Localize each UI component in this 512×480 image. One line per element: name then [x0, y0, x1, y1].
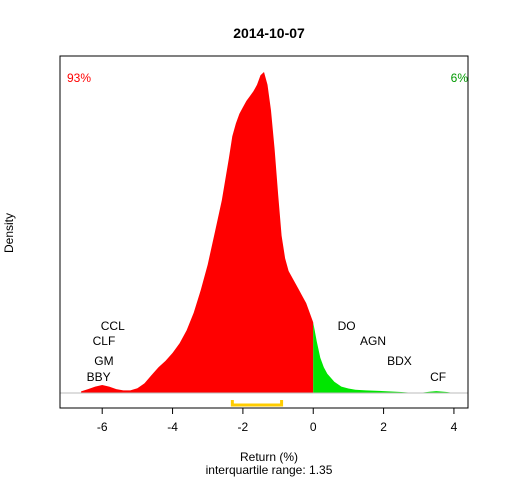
stock-label: BDX [387, 354, 412, 368]
stock-label: CF [430, 370, 446, 384]
x-tick-label: 2 [380, 420, 387, 434]
plot-frame [59, 55, 469, 409]
left-percent-label: 93% [67, 71, 91, 85]
stock-label: CCL [101, 319, 125, 333]
x-tick-label: -2 [238, 420, 249, 434]
density-area-negative [81, 72, 314, 393]
chart-title: 2014-10-07 [233, 25, 305, 41]
stock-label: DO [338, 319, 356, 333]
x-tick-label: -4 [167, 420, 178, 434]
stock-label: GM [94, 354, 113, 368]
iqr-bracket [230, 400, 284, 407]
stock-label: AGN [360, 334, 386, 348]
stock-label: CLF [93, 334, 116, 348]
x-axis-label: Return (%) [240, 450, 298, 464]
iqr-label: interquartile range: 1.35 [206, 463, 333, 477]
x-tick-label: -6 [97, 420, 108, 434]
y-axis-label: Density [2, 213, 16, 253]
density-area-positive [313, 322, 454, 393]
right-percent-label: 6% [451, 71, 469, 85]
stock-label: BBY [87, 370, 111, 384]
x-tick-label: 0 [310, 420, 317, 434]
x-tick-label: 4 [451, 420, 458, 434]
